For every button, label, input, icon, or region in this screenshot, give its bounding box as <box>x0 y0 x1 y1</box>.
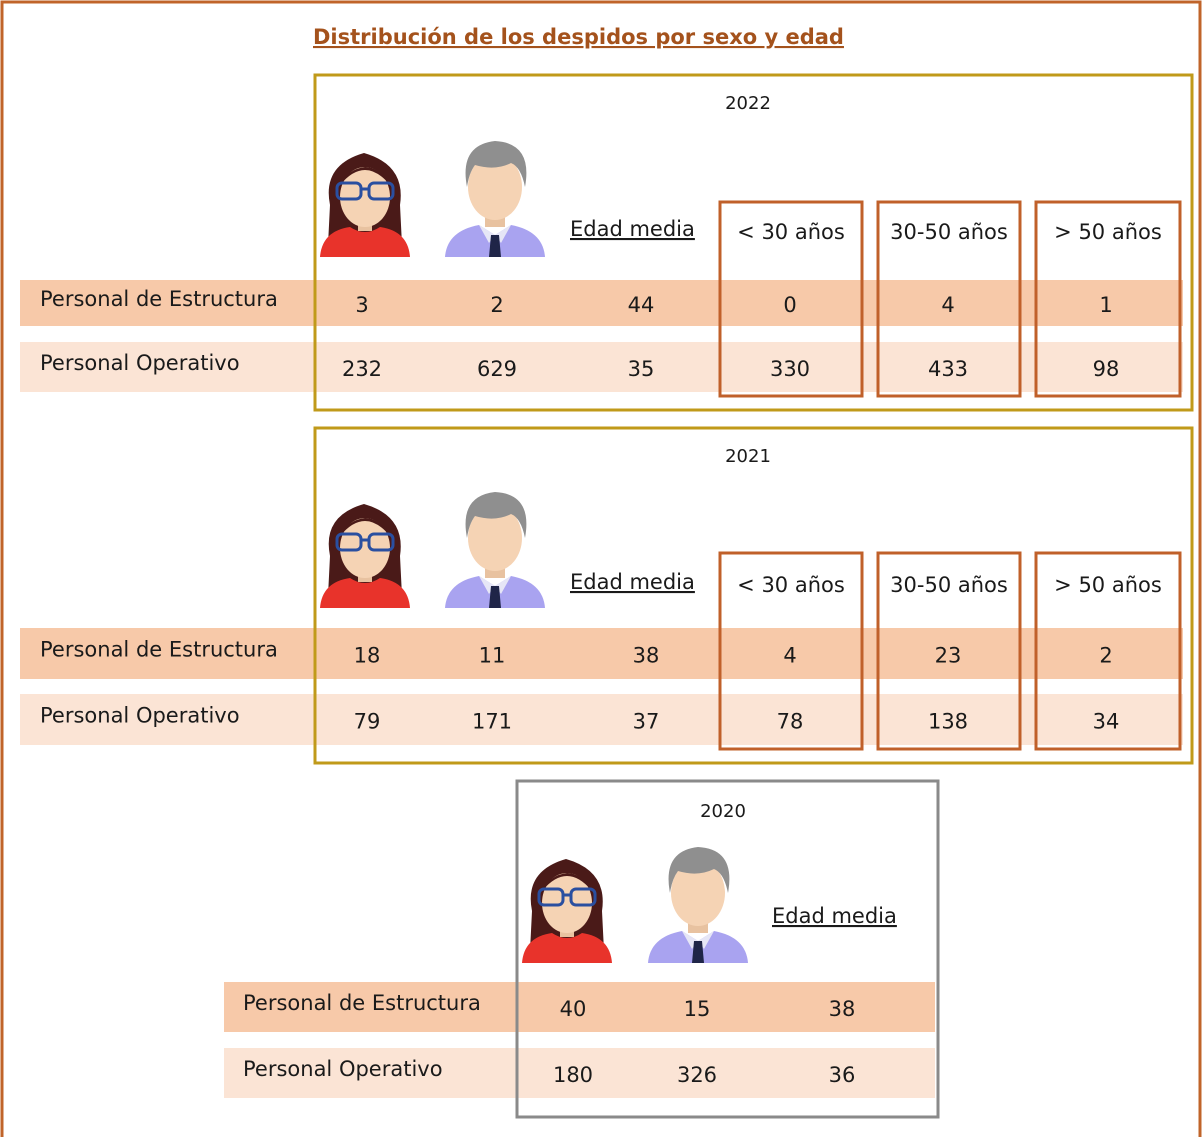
row-label: Personal de Estructura <box>243 991 481 1015</box>
cell-value: 34 <box>1093 710 1120 734</box>
row-band <box>224 1048 935 1098</box>
cell-value: 180 <box>553 1063 593 1087</box>
row-label: Personal Operativo <box>40 351 240 375</box>
cell-value: 326 <box>677 1063 717 1087</box>
column-header: Edad media <box>570 217 695 241</box>
cell-value: 1 <box>1099 293 1112 317</box>
cell-value: 44 <box>628 293 655 317</box>
year: 2021 <box>725 446 771 467</box>
age-box <box>1034 551 1182 751</box>
woman-icon <box>520 857 614 965</box>
column-header: Edad media <box>772 904 897 928</box>
row-label: Personal Operativo <box>243 1057 443 1081</box>
row-band <box>20 694 1183 745</box>
row-label: Personal Operativo <box>40 704 240 728</box>
cell-value: 35 <box>628 357 655 381</box>
cell-value: 171 <box>472 710 512 734</box>
cell-value: 38 <box>633 644 660 668</box>
row-band <box>20 280 1183 326</box>
cell-value: 15 <box>684 997 711 1021</box>
cell-value: 330 <box>770 357 810 381</box>
cell-value: 37 <box>633 710 660 734</box>
cell-value: 4 <box>941 293 954 317</box>
cell-value: 0 <box>783 293 796 317</box>
year: 2020 <box>700 801 746 822</box>
cell-value: 2 <box>490 293 503 317</box>
cell-value: 18 <box>354 644 381 668</box>
section-box <box>313 426 1194 765</box>
age-box <box>718 200 864 398</box>
column-header: Edad media <box>570 570 695 594</box>
man-icon <box>445 492 545 608</box>
cell-value: 2 <box>1099 644 1112 668</box>
year: 2022 <box>725 93 771 114</box>
cell-value: 36 <box>829 1063 856 1087</box>
cell-value: 629 <box>477 357 517 381</box>
cell-value: 23 <box>935 644 962 668</box>
column-header: 30-50 años <box>890 220 1008 244</box>
man-icon <box>445 141 545 257</box>
column-header: < 30 años <box>737 573 845 597</box>
row-band <box>224 982 935 1032</box>
cell-value: 232 <box>342 357 382 381</box>
column-header: 30-50 años <box>890 573 1008 597</box>
row-label: Personal de Estructura <box>40 287 278 311</box>
row-label: Personal de Estructura <box>40 638 278 662</box>
column-header: > 50 años <box>1054 220 1162 244</box>
row-band <box>20 342 1183 392</box>
section-box <box>515 779 940 1119</box>
age-box <box>876 551 1022 751</box>
row-band <box>20 628 1183 679</box>
man-icon <box>648 847 748 963</box>
woman-icon <box>318 502 412 610</box>
column-header: < 30 años <box>737 220 845 244</box>
woman-icon <box>318 151 412 259</box>
cell-value: 4 <box>783 644 796 668</box>
age-box <box>718 551 864 751</box>
title: Distribución de los despidos por sexo y … <box>313 25 844 49</box>
cell-value: 3 <box>355 293 368 317</box>
age-box <box>1034 200 1182 398</box>
cell-value: 79 <box>354 710 381 734</box>
cell-value: 11 <box>479 644 506 668</box>
age-box <box>876 200 1022 398</box>
cell-value: 78 <box>777 710 804 734</box>
cell-value: 38 <box>829 997 856 1021</box>
cell-value: 98 <box>1093 357 1120 381</box>
cell-value: 138 <box>928 710 968 734</box>
column-header: > 50 años <box>1054 573 1162 597</box>
cell-value: 433 <box>928 357 968 381</box>
section-box <box>313 73 1194 412</box>
cell-value: 40 <box>560 997 587 1021</box>
